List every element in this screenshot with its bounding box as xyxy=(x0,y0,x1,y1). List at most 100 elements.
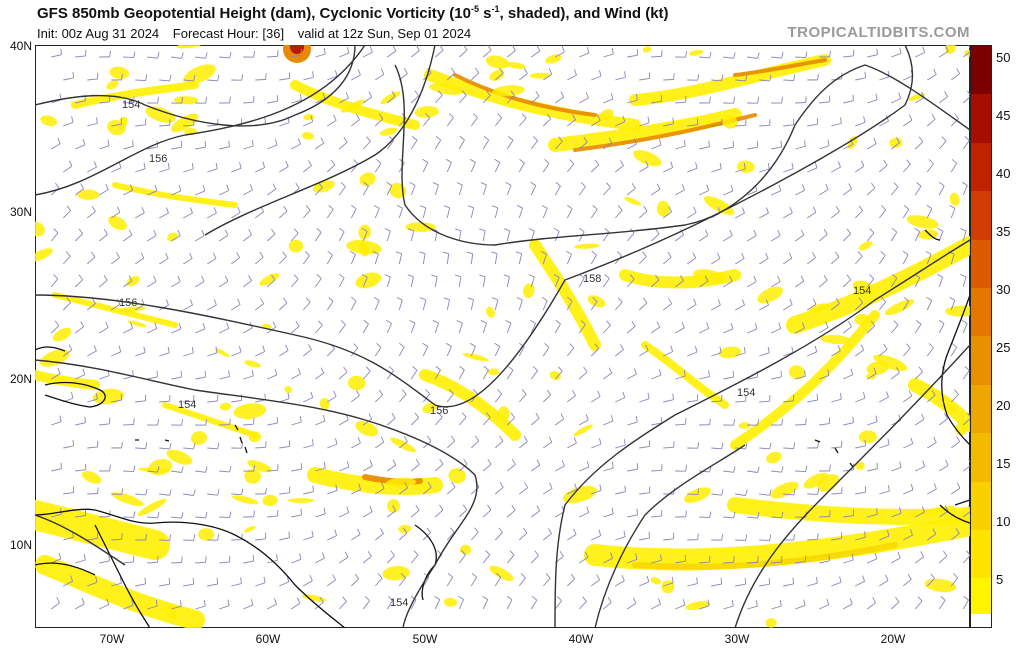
wind-barb xyxy=(795,96,807,104)
vorticity-blob xyxy=(379,127,398,136)
vorticity-blob xyxy=(852,280,875,295)
wind-barb xyxy=(855,575,866,587)
wind-barb xyxy=(723,556,735,564)
wind-barb xyxy=(891,47,902,58)
vorticity-blob xyxy=(166,449,193,465)
wind-barb xyxy=(651,183,661,196)
wind-barb xyxy=(111,73,123,81)
wind-barb xyxy=(87,393,98,403)
wind-barb xyxy=(926,389,936,403)
contour-label: 154 xyxy=(737,387,755,399)
wind-barb xyxy=(723,229,733,242)
wind-barb xyxy=(914,181,922,196)
wind-barb xyxy=(279,440,291,449)
wind-barb xyxy=(651,369,662,380)
wind-barb xyxy=(687,577,698,587)
colorbar-label: 10 xyxy=(996,514,1011,529)
wind-barb xyxy=(171,275,181,288)
wind-barb xyxy=(303,530,314,541)
wind-barb xyxy=(711,252,721,265)
coastline xyxy=(94,524,151,628)
vorticity-blob xyxy=(693,269,726,284)
wind-barb xyxy=(410,412,420,426)
wind-barb xyxy=(651,416,662,426)
lon-label: 40W xyxy=(568,632,594,646)
wind-barb xyxy=(663,393,674,403)
wind-barb xyxy=(470,113,478,127)
wind-barb xyxy=(446,67,456,81)
wind-barb xyxy=(578,136,588,150)
vorticity-blob xyxy=(866,361,889,375)
wind-barb xyxy=(554,319,561,334)
wind-barb xyxy=(99,417,111,426)
wind-barb xyxy=(291,508,302,518)
wind-barb xyxy=(99,139,110,150)
wind-barb xyxy=(890,596,900,610)
wind-barb xyxy=(503,274,510,288)
wind-barb xyxy=(419,251,426,265)
vorticity-blob xyxy=(489,565,514,582)
wind-barb xyxy=(362,136,371,150)
wind-barb xyxy=(470,67,480,81)
vorticity-blob xyxy=(126,276,140,287)
wind-barb xyxy=(422,481,432,495)
wind-barb xyxy=(518,158,525,173)
wind-barb xyxy=(314,182,323,196)
vorticity-streak xyxy=(786,236,970,334)
wind-barb xyxy=(566,159,575,173)
contour-label: 154 xyxy=(853,285,871,297)
wind-barb xyxy=(386,505,397,518)
wind-barb xyxy=(578,596,587,610)
contour-label: 158 xyxy=(583,273,601,285)
wind-barb xyxy=(807,345,818,357)
wind-barb xyxy=(938,596,946,610)
wind-barb xyxy=(771,418,783,426)
vorticity-streak xyxy=(307,467,443,495)
height-contour xyxy=(35,45,914,408)
wind-barb xyxy=(147,599,158,610)
wind-barb xyxy=(516,205,523,219)
vorticity-blob xyxy=(167,232,178,242)
wind-barb xyxy=(51,462,62,472)
vorticity-blob xyxy=(319,398,330,410)
wind-barb xyxy=(854,251,863,265)
wind-barb xyxy=(735,534,748,541)
wind-barb xyxy=(530,412,540,426)
wind-barb xyxy=(807,206,817,219)
wind-barb xyxy=(663,532,675,541)
wind-barb xyxy=(372,251,379,265)
wind-barb xyxy=(771,370,782,380)
wind-barb xyxy=(494,435,504,449)
wind-barb xyxy=(407,274,414,288)
wind-barb xyxy=(747,419,760,426)
wind-barb xyxy=(302,160,312,173)
wind-barb xyxy=(494,527,503,541)
wind-barb xyxy=(843,368,854,380)
wind-barb xyxy=(903,437,914,449)
wind-barb xyxy=(303,439,314,449)
wind-barb xyxy=(926,296,933,311)
wind-barb xyxy=(518,482,529,495)
wind-barb xyxy=(267,368,278,380)
wind-barb xyxy=(855,116,866,127)
wind-barb xyxy=(171,141,183,150)
wind-barb xyxy=(651,50,663,58)
wind-barb xyxy=(374,573,383,587)
wind-barb xyxy=(171,52,184,59)
wind-barb xyxy=(467,297,474,311)
wind-barb xyxy=(962,45,970,58)
wind-barb xyxy=(795,51,808,59)
wind-barb xyxy=(902,250,909,265)
wind-barb xyxy=(567,528,577,541)
wind-barb xyxy=(410,90,420,104)
vorticity-streak xyxy=(733,58,827,77)
wind-barb xyxy=(962,505,970,518)
wind-barb xyxy=(914,366,924,380)
wind-barb xyxy=(639,392,650,403)
wind-barb xyxy=(147,96,159,104)
contour-label: 156 xyxy=(149,153,167,165)
wind-barb xyxy=(531,45,541,58)
wind-barb xyxy=(195,599,206,610)
wind-barb xyxy=(530,136,538,150)
wind-barb xyxy=(590,343,600,357)
